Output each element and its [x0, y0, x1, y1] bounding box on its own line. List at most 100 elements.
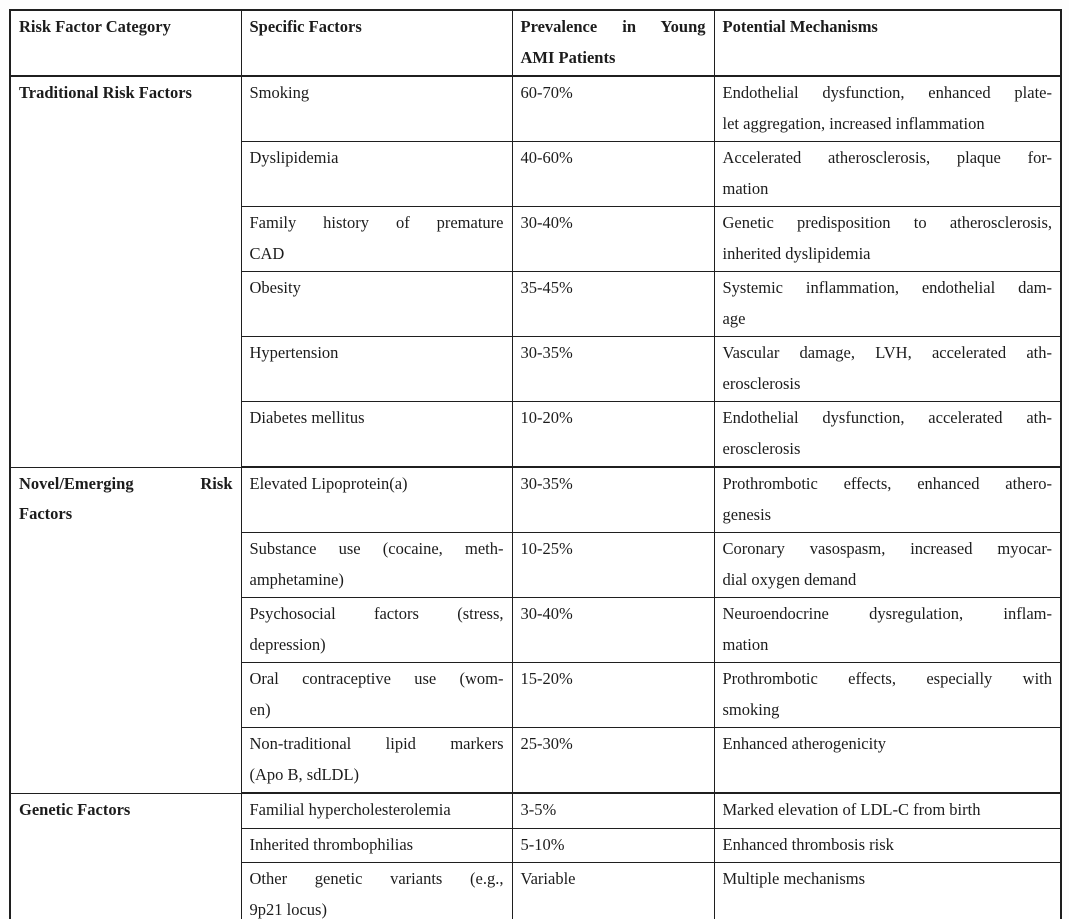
cell-line: smoking [722, 699, 780, 719]
cell-line: Non-traditional lipid markers [249, 734, 504, 753]
table-row: Other genetic variants (e.g., 9p21 locus)… [10, 862, 1062, 919]
factor-cell: Diabetes mellitus [240, 401, 513, 468]
cell-line: Obesity [249, 278, 301, 297]
cell-line: Potential Mechanisms [722, 17, 878, 36]
cell-line: Multiple mechanisms [722, 869, 866, 888]
table-row: Psychosocial factors (stress, depression)… [10, 597, 1062, 663]
category-cell: Genetic Factors [9, 792, 242, 919]
cell-line: AMI Patients [520, 47, 616, 67]
mechanism-cell: Vascular damage, LVH, accelerated ath-er… [713, 336, 1062, 402]
cell-line: 30-40% [520, 213, 573, 232]
table-body: Traditional Risk Factors Smoking 60-70% End… [9, 75, 1062, 919]
cell-line: genesis [722, 504, 772, 524]
table-row: Novel/Emerging Risk Factors Elevated Lipop… [9, 466, 1062, 794]
cell-line: 35-45% [520, 278, 573, 297]
factor-cell: Substance use (cocaine, meth-amphetamine… [240, 532, 513, 598]
cell-line: Novel/Emerging Risk [19, 473, 233, 493]
factor-cell: Obesity [240, 271, 513, 337]
header-cell-potential-mechanisms: Potential Mechanisms [713, 9, 1062, 77]
cell-line: 15-20% [520, 669, 573, 688]
mechanism-cell: Prothrombotic effects, enhanced athero-g… [713, 466, 1062, 533]
cell-line: mation [722, 634, 769, 654]
table-row: Inherited thrombophilias 5-10% Enhanced th… [10, 827, 1062, 863]
cell-line: Family history of premature [249, 213, 504, 232]
cell-line: 5-10% [520, 834, 565, 854]
factor-cell: Familial hypercholesterolemia [240, 792, 513, 829]
cell-line: 30-35% [520, 343, 573, 362]
cell-line: erosclerosis [722, 438, 801, 458]
cell-line: 30-40% [520, 604, 573, 623]
cell-line: CAD [249, 243, 285, 263]
cell-line: Coronary vasospasm, increased myocar- [722, 539, 1053, 558]
cell-line: (Apo B, sdLDL) [249, 764, 360, 784]
table-row: Oral contraceptive use (wom-en) 15-20% Pro… [10, 662, 1062, 728]
cell-line: mation [722, 178, 769, 198]
cell-line: age [722, 308, 746, 328]
cell-line: Variable [520, 869, 576, 888]
cell-line: erosclerosis [722, 373, 801, 393]
header-cell-specific-factors: Specific Factors [240, 9, 513, 77]
cell-line: Enhanced thrombosis risk [722, 834, 894, 854]
cell-line: Inherited thrombophilias [249, 834, 414, 854]
cell-line: Psychosocial factors (stress, [249, 604, 504, 623]
cell-line: 3-5% [520, 800, 557, 819]
factor-cell: Non-traditional lipid markers (Apo B, sdL… [240, 727, 513, 794]
mechanism-cell: Marked elevation of LDL-C from birth [713, 792, 1062, 829]
prevalence-cell: 5-10% [511, 827, 715, 863]
prevalence-cell: 30-40% [511, 597, 715, 663]
prevalence-cell: 30-35% [511, 466, 715, 533]
cell-line: inherited dyslipidemia [722, 243, 871, 263]
cell-line: Marked elevation of LDL-C from birth [722, 800, 981, 819]
factor-cell: Inherited thrombophilias [240, 827, 513, 863]
cell-line: Prothrombotic effects, enhanced athero- [722, 474, 1053, 493]
cell-line: Diabetes mellitus [249, 408, 365, 427]
cell-line: depression) [249, 634, 326, 654]
mechanism-cell: Prothrombotic effects, especially with sm… [713, 662, 1062, 728]
cell-line: Risk Factor Category [19, 17, 171, 36]
cell-line: Enhanced atherogenicity [722, 734, 887, 753]
cell-line: dial oxygen demand [722, 569, 857, 589]
cell-line: Neuroendocrine dysregulation, inflam- [722, 604, 1053, 623]
factor-cell: Hypertension [240, 336, 513, 402]
factor-cell: Psychosocial factors (stress, depression) [240, 597, 513, 663]
risk-factors-table: Risk Factor Category Specific Factors Pr… [9, 9, 1062, 919]
cell-line: Genetic Factors [19, 799, 131, 819]
cell-line: Dyslipidemia [249, 148, 339, 167]
table-row: Substance use (cocaine, meth-amphetamine… [10, 532, 1062, 598]
cell-line: Prothrombotic effects, especially with [722, 669, 1053, 688]
header-row: Risk Factor Category Specific Factors Pr… [9, 9, 1062, 77]
cell-line: Factors [19, 504, 73, 523]
cell-line: amphetamine) [249, 569, 344, 589]
prevalence-cell: 30-35% [511, 336, 715, 402]
table-row: Non-traditional lipid markers (Apo B, sdL… [10, 727, 1062, 794]
cell-line: Genetic predisposition to atherosclerosi… [722, 213, 1053, 232]
cell-line: Familial hypercholesterolemia [249, 800, 451, 819]
cell-line: 9p21 locus) [249, 899, 327, 919]
table-row: Dyslipidemia 40-60% Accelerated atheroscle… [10, 141, 1062, 207]
prevalence-cell: Variable [511, 862, 715, 919]
prevalence-cell: 40-60% [511, 141, 715, 207]
factor-cell: Elevated Lipoprotein(a) [240, 466, 513, 533]
factor-cell: Smoking [240, 75, 513, 142]
cell-line: Traditional Risk Factors [19, 83, 192, 102]
cell-line: Hypertension [249, 343, 339, 362]
prevalence-cell: 10-25% [511, 532, 715, 598]
mechanism-cell: Endothelial dysfunction, accelerated ath… [713, 401, 1062, 468]
cell-line: Endothelial dysfunction, enhanced plate- [722, 83, 1053, 102]
category-cell: Traditional Risk Factors [9, 75, 242, 468]
prevalence-cell: 3-5% [511, 792, 715, 829]
mechanism-cell: Systemic inflammation, endothelial dam-a… [713, 271, 1062, 337]
factor-cell: Family history of premature CAD [240, 206, 513, 272]
cell-line: Systemic inflammation, endothelial dam- [722, 278, 1053, 297]
prevalence-cell: 35-45% [511, 271, 715, 337]
table-row: Diabetes mellitus 10-20% Endothelial dysfu… [10, 401, 1062, 468]
cell-line: Substance use (cocaine, meth- [249, 539, 504, 558]
cell-line: Vascular damage, LVH, accelerated ath- [722, 343, 1053, 362]
prevalence-cell: 25-30% [511, 727, 715, 794]
mechanism-cell: Accelerated atherosclerosis, plaque for-… [713, 141, 1062, 207]
cell-line: 30-35% [520, 474, 573, 493]
cell-line: Accelerated atherosclerosis, plaque for- [722, 148, 1053, 167]
cell-line: 10-20% [520, 408, 573, 427]
cell-line: 60-70% [520, 83, 573, 102]
